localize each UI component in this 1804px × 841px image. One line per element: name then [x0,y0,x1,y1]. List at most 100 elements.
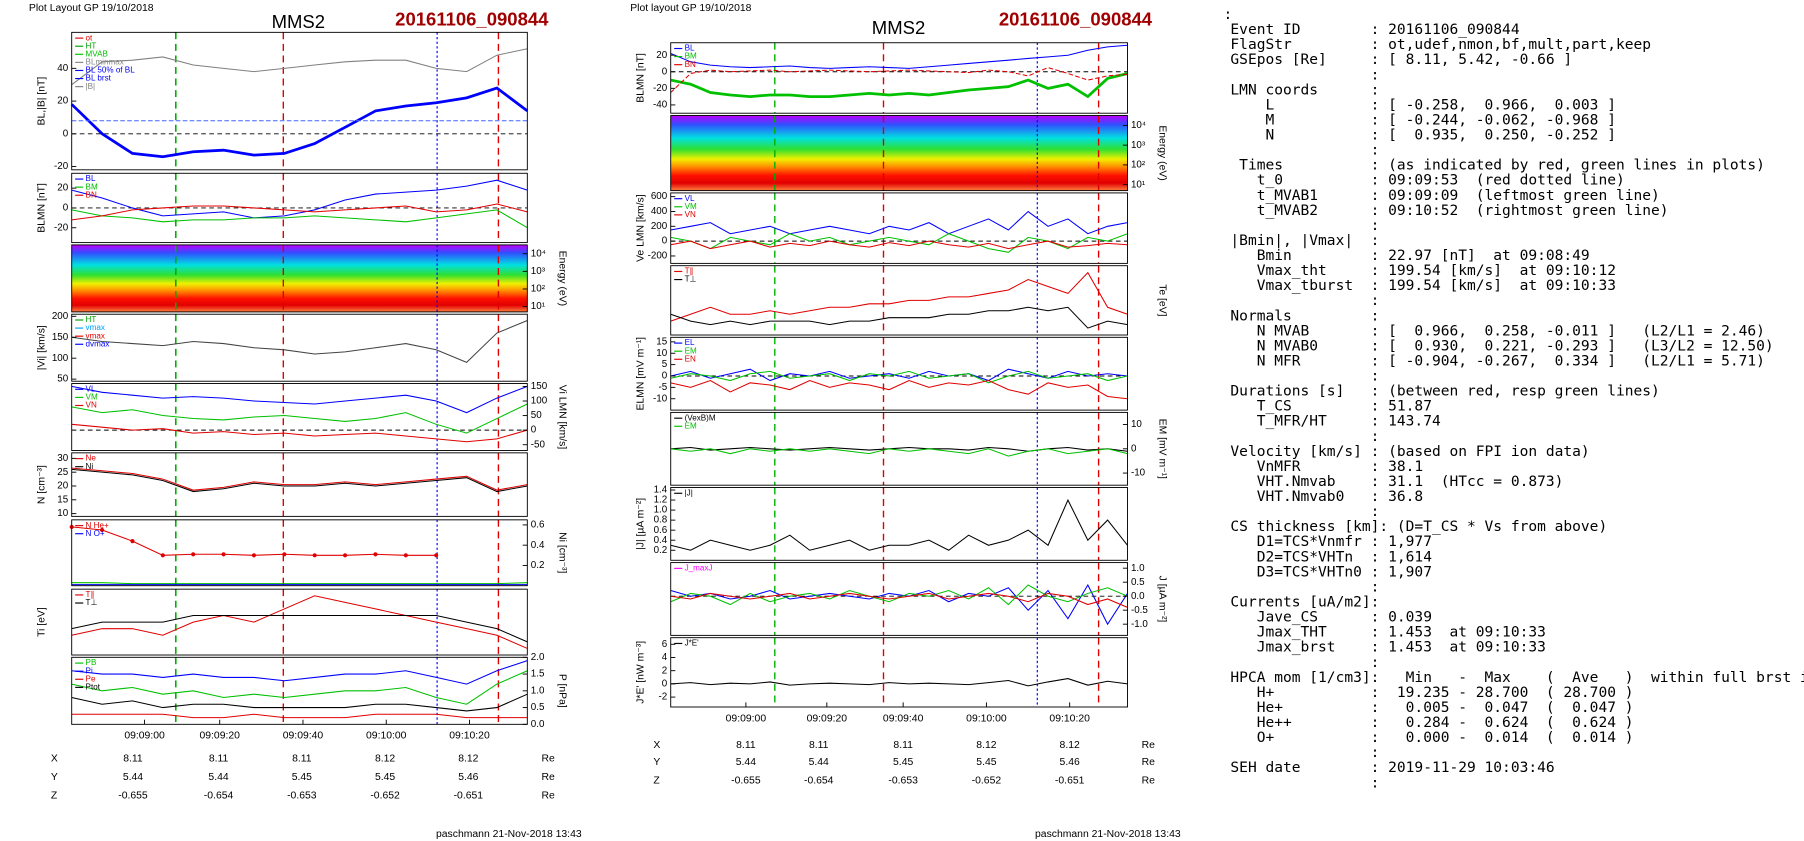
x-tick-label: 09:10:20 [1049,713,1090,724]
data-dot [99,527,105,533]
info-line: Vmax_tburst : 199.54 [km/s] at 09:10:33 [1230,277,1616,294]
legend-entry: N He+ [86,521,109,530]
info-line: N MVAB : [ 0.966, 0.258, -0.011 ] (L2/L1… [1230,322,1765,339]
legend-entry: T∥ [685,267,694,276]
info-line: Velocity [km/s] : (based on FPI ion data… [1230,443,1589,460]
info-line: : [1230,578,1379,595]
position-axis: X [653,740,660,751]
info-line: : [1230,142,1379,159]
legend-entry: BM [685,52,697,61]
y-tick-label: 0.5 [1131,577,1145,588]
info-line: VHT.Nmvab : 31.1 (HTcc = 0.873) [1230,473,1563,490]
panel-frame [670,562,1128,636]
series-line [670,271,1128,322]
x-tick-label: 09:10:00 [966,713,1007,724]
series-line [71,203,528,221]
panel-frame [71,172,528,244]
series-line [670,498,1128,551]
panel-frame [670,265,1128,336]
y-tick-label: 10 [1131,419,1142,430]
info-line: FlagStr : ot,udef,nmon,bf,mult,part,keep [1230,36,1651,53]
legend-entry: VM [86,393,98,402]
y-tick-label: 1.4 [654,485,668,496]
legend-entry: VL [86,384,96,393]
position-value: 5.45 [375,772,395,783]
y-axis-label: J [µA m⁻²] [1156,576,1167,623]
info-line: : [1230,368,1379,385]
series-line [71,693,528,712]
series-line [670,592,1128,608]
position-value: 8.11 [123,754,143,765]
position-value: -0.652 [370,791,400,802]
series-line [71,319,528,364]
position-value: -0.655 [731,776,761,787]
series-line [670,306,1128,329]
legend-entry: EM [685,421,697,430]
series-line [70,86,529,159]
series-line [670,583,1128,626]
spectrogram [670,115,1128,191]
x-tick-label: 09:09:00 [124,731,165,742]
panel-frame [670,637,1128,708]
legend-entry: HT [86,41,97,50]
y-tick-label: -0.5 [1131,605,1148,616]
info-line: : [1230,428,1379,445]
panel-frame [71,588,528,656]
y-tick-label: 0.6 [654,525,668,536]
info-line: LMN coords : [1230,81,1379,98]
series-line [670,379,1128,400]
legend-entry: HT [86,315,97,324]
y-tick-label: 0.4 [654,535,668,546]
position-axis: Y [653,757,660,768]
panel-frame [71,452,528,517]
data-dot [191,552,196,557]
info-line: VHT.Nmvab0 : 36.8 [1230,488,1423,505]
y-tick-label: 100 [531,396,548,407]
y-tick-label: 10⁴ [1131,120,1146,131]
info-line: T_MFR/HT : 143.74 [1230,413,1441,430]
series-line [670,72,1128,99]
y-tick-label: 40 [57,63,68,74]
series-line [670,370,1128,384]
y-tick-label: 20 [57,481,68,492]
legend-entry: PB [86,658,97,667]
legend-entry: N O+ [86,529,105,538]
y-tick-label: 10³ [1131,140,1146,151]
position-value: 5.45 [893,757,913,768]
footer: paschmann 21-Nov-2018 13:43 [1035,829,1181,840]
y-axis-label: Energy (eV) [1156,125,1167,180]
layout-label: Plot layout GP 19/10/2018 [630,3,751,14]
position-value: 8.11 [893,740,913,751]
data-dot [342,553,348,558]
y-tick-label: 0 [662,236,668,247]
y-tick-label: -5 [659,382,668,393]
position-unit: Re [541,791,555,802]
y-tick-label: 10⁴ [531,248,546,259]
y-tick-label: 50 [531,410,542,421]
info-line: VnMFR : 38.1 [1230,458,1423,475]
y-axis-label: J*E' [nW m⁻³] [635,641,646,704]
position-value: 5.44 [736,757,756,768]
x-tick-label: 09:10:20 [449,731,490,742]
y-tick-label: -40 [653,100,668,111]
info-line: : [1230,66,1379,83]
event-id: 20161106_090844 [395,9,549,30]
panel-frame [71,31,528,171]
y-tick-label: -10 [653,393,668,404]
panel-frame [670,42,1128,114]
y-axis-label: Energy (eV) [556,251,567,306]
y-tick-label: 15 [57,494,68,505]
position-axis: Y [51,772,58,783]
y-tick-label: 0.2 [654,545,668,556]
y-tick-label: 0 [662,66,668,77]
panel-frame [670,115,1128,192]
data-dot [130,539,135,544]
series-line [71,403,528,434]
legend-entry: T⊥ [86,598,98,607]
legend-entry: EN [685,354,696,363]
legend-entry: ot [86,33,93,42]
info-line: Jmax_THT : 1.453 at 09:10:33 [1230,624,1545,641]
info-line: T_CS : 51.87 [1230,398,1432,415]
panel-frame [71,244,528,313]
